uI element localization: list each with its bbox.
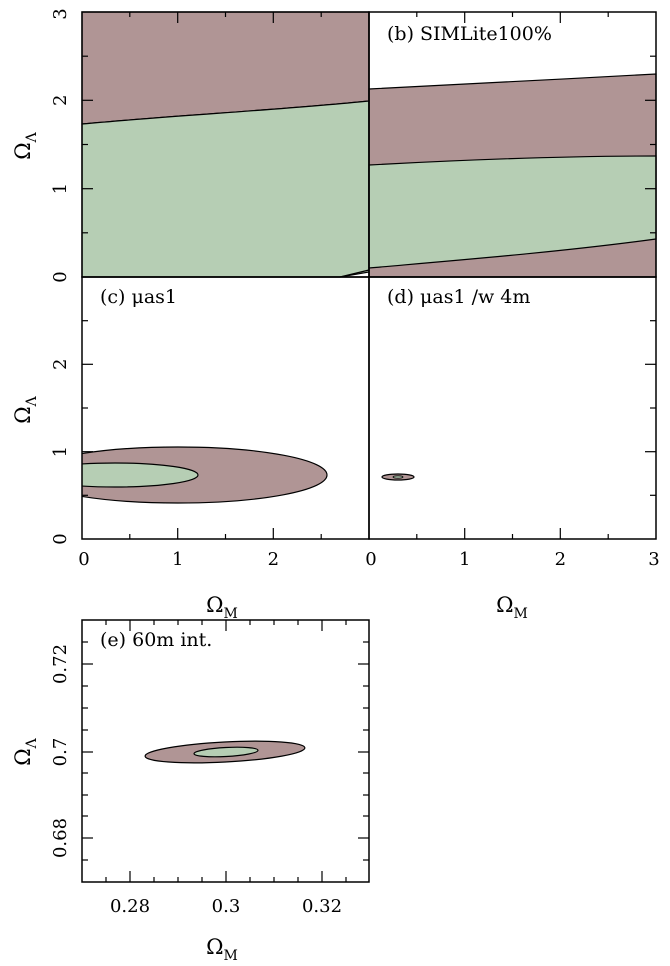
tick-label-a-y0: 0 (50, 271, 71, 282)
svg-text:ΩΛ: ΩΛ (11, 737, 40, 765)
axis-title-e-x-sub: M (224, 948, 238, 964)
axis-title-e-y: ΩΛ (11, 737, 40, 765)
axis-title-e-x: ΩM (206, 935, 238, 964)
axis-title-a-y: ΩΛ (11, 131, 40, 159)
axis-title-c-y: ΩΛ (11, 395, 40, 423)
tick-marks (82, 12, 656, 882)
panel-label-e: (e) 60m int. (100, 629, 212, 651)
axis-title-a-y-main: Ω (11, 142, 35, 159)
panel-b (368, 73, 657, 278)
panel-a (81, 11, 370, 278)
tick-label-e-y2: 0.72 (50, 644, 71, 684)
axis-title-e-y-sub: Λ (24, 737, 40, 749)
panel-label-b: (b) SIMLite100% (387, 23, 552, 45)
tick-label-a-y3: 3 (50, 8, 71, 19)
axis-title-d-x: ΩM (496, 593, 528, 622)
axis-title-c-y-sub: Λ (24, 395, 40, 407)
tick-label-e-x1: 0.3 (212, 896, 241, 917)
tick-label-c-y0: 0 (50, 533, 71, 544)
tick-label-d-x0: 0 (365, 549, 376, 570)
panel-c (82, 446, 328, 504)
tick-label-c-x2: 2 (268, 549, 279, 570)
tick-label-e-x2: 0.32 (302, 896, 342, 917)
frame-panel-d (368, 276, 657, 540)
panel-c-outer-ellipse (82, 446, 328, 504)
panel-label-d: (d) μas1 /w 4m (387, 286, 530, 308)
svg-text:ΩΛ: ΩΛ (11, 395, 40, 423)
axis-title-c-y-main: Ω (11, 406, 35, 423)
tick-label-a-y1: 1 (50, 183, 71, 194)
panel-a-inner-region (81, 100, 370, 278)
tick-label-d-x3: 3 (648, 549, 659, 570)
panel-d-inner-ellipse (392, 475, 404, 479)
tick-label-a-y2: 2 (50, 95, 71, 106)
tick-label-e-y1: 0.7 (50, 738, 71, 767)
panel-c-inner-ellipse (82, 462, 199, 488)
tick-label-d-x2: 2 (555, 549, 566, 570)
tick-label-c-x0: 0 (78, 549, 89, 570)
tick-label-c-x1: 1 (172, 549, 183, 570)
axis-title-d-x-main: Ω (496, 593, 513, 617)
panel-a-edge-line (339, 269, 370, 278)
panel-label-c: (c) μas1 (100, 286, 177, 308)
axis-title-c-x-sub: M (224, 606, 238, 622)
axis-title-c-x: ΩM (206, 593, 238, 622)
tick-label-c-y2: 2 (50, 359, 71, 370)
axis-title-c-x-main: Ω (206, 593, 223, 617)
axis-title-a-y-sub: Λ (24, 131, 40, 143)
axis-title-e-x-main: Ω (206, 935, 223, 959)
axis-title-e-y-main: Ω (11, 748, 35, 765)
tick-label-e-x0: 0.28 (110, 896, 150, 917)
panel-e-inner-ellipse (193, 746, 259, 758)
tick-label-d-x1: 1 (459, 549, 470, 570)
svg-text:ΩΛ: ΩΛ (11, 131, 40, 159)
panel-d (381, 473, 415, 481)
tick-label-e-y0: 0.68 (50, 818, 71, 858)
axis-title-d-x-sub: M (514, 606, 528, 622)
tick-label-c-y1: 1 (50, 446, 71, 457)
panel-e (144, 740, 306, 764)
